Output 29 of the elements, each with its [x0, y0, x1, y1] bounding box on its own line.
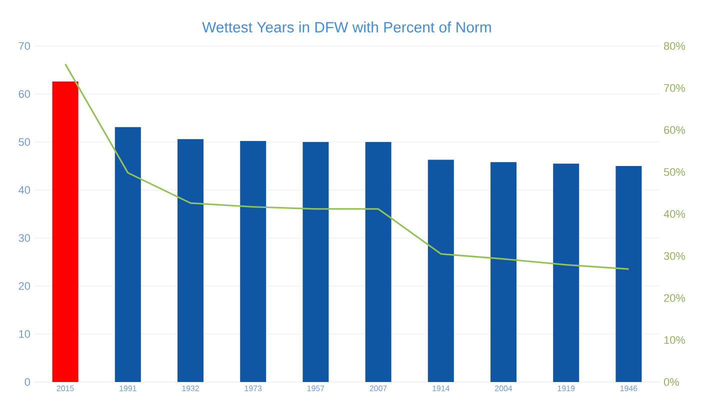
bar — [428, 160, 454, 382]
bar — [553, 164, 580, 382]
y2-tick-label: 50% — [664, 168, 686, 176]
y-tick-label: 50 — [18, 138, 30, 146]
bar — [616, 166, 642, 382]
y-tick-label: 70 — [18, 42, 30, 50]
y2-tick-label: 30% — [664, 252, 686, 260]
bar — [52, 82, 78, 382]
bar — [365, 142, 392, 382]
bar — [302, 142, 329, 382]
y2-tick-label: 10% — [664, 336, 686, 344]
bar — [114, 127, 141, 382]
y2-tick-label: 80% — [664, 42, 686, 50]
y-tick-label: 20 — [18, 282, 30, 290]
bar — [240, 141, 266, 382]
y-tick-label: 0 — [24, 378, 30, 386]
y2-tick-label: 0% — [664, 378, 679, 386]
y-tick-label: 40 — [18, 186, 30, 194]
y-tick-label: 30 — [18, 234, 30, 242]
bar — [490, 162, 516, 382]
y-tick-label: 10 — [19, 330, 30, 338]
line-series — [64, 63, 630, 270]
y-tick-label: 60 — [18, 90, 30, 98]
y2-tick-label: 40% — [664, 210, 686, 218]
y2-tick-label: 70% — [664, 84, 686, 92]
y2-tick-label: 20% — [664, 294, 686, 302]
bar — [178, 139, 204, 382]
y2-tick-label: 60% — [664, 126, 686, 134]
chart-title: Wettest Years in DFW with Percent of Norm — [202, 22, 491, 32]
